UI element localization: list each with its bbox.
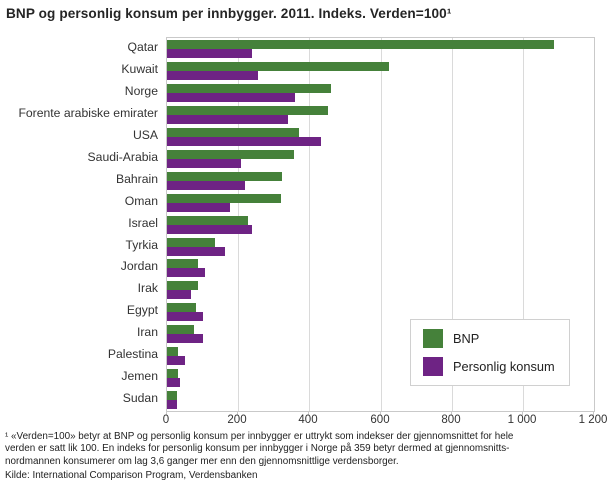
bar-personlig-konsum-usa <box>167 136 322 146</box>
category-label-tyrkia: Tyrkia <box>125 237 158 252</box>
bar-personlig-konsum-irak <box>167 290 191 300</box>
x-axis-tick <box>593 411 594 415</box>
x-axis-tick <box>380 411 381 415</box>
x-axis-tick-label: 800 <box>441 414 461 426</box>
legend-item-bnp[interactable]: BNP <box>423 329 555 348</box>
bar-bnp-bahrain <box>167 171 282 181</box>
legend-label-personlig-konsum: Personlig konsum <box>453 359 555 374</box>
gridline <box>523 38 524 411</box>
category-label-jordan: Jordan <box>120 259 158 274</box>
category-label-kuwait: Kuwait <box>121 61 158 76</box>
x-axis-tick <box>308 411 309 415</box>
bar-bnp-usa <box>167 127 299 137</box>
category-label-irak: Irak <box>137 281 158 296</box>
bar-personlig-konsum-bahrain <box>167 180 245 190</box>
footnote-line: verden er satt lik 100. En indeks for pe… <box>5 443 510 455</box>
bar-bnp-jemen <box>167 369 178 379</box>
bar-personlig-konsum-forente-arabiske-emirater <box>167 114 289 124</box>
footnote-line: nordmannen konsumerer om lag 3,6 ganger … <box>5 455 399 467</box>
category-label-qatar: Qatar <box>127 40 158 54</box>
bar-personlig-konsum-oman <box>167 202 231 212</box>
bar-bnp-jordan <box>167 259 199 269</box>
category-label-oman: Oman <box>124 193 158 208</box>
bar-personlig-konsum-jordan <box>167 268 206 278</box>
bar-bnp-egypt <box>167 303 196 313</box>
bar-personlig-konsum-kuwait <box>167 70 259 80</box>
category-label-norge: Norge <box>124 83 158 98</box>
category-label-usa: USA <box>132 127 158 142</box>
bar-bnp-qatar <box>167 40 555 49</box>
bar-bnp-norge <box>167 83 331 93</box>
x-axis-tick-label: 1 000 <box>507 414 537 426</box>
bar-personlig-konsum-palestina <box>167 356 186 366</box>
category-label-palestina: Palestina <box>107 347 158 362</box>
gridline <box>381 38 382 411</box>
bar-personlig-konsum-norge <box>167 92 295 102</box>
bar-bnp-tyrkia <box>167 237 215 247</box>
bar-personlig-konsum-jemen <box>167 378 181 388</box>
bar-personlig-konsum-tyrkia <box>167 246 225 256</box>
x-axis-tick <box>451 411 452 415</box>
bar-bnp-saudi-arabia <box>167 149 295 159</box>
legend-item-personlig-konsum[interactable]: Personlig konsum <box>423 357 555 376</box>
bar-bnp-sudan <box>167 391 178 401</box>
x-axis-tick <box>237 411 238 415</box>
bar-personlig-konsum-sudan <box>167 400 177 410</box>
bar-personlig-konsum-qatar <box>167 49 252 58</box>
x-axis-tick-label: 0 <box>162 414 170 426</box>
source-line: Kilde: International Comparison Program,… <box>5 470 258 481</box>
x-axis-tick-label: 200 <box>227 414 247 426</box>
category-label-egypt: Egypt <box>126 303 158 318</box>
gridline <box>452 38 453 411</box>
bar-bnp-palestina <box>167 347 178 357</box>
bar-personlig-konsum-israel <box>167 224 252 234</box>
footnote: ¹ «Verden=100» betyr at BNP og personlig… <box>5 431 607 468</box>
legend: BNP Personlig konsum <box>410 319 570 386</box>
x-axis-tick-label: 600 <box>370 414 390 426</box>
category-label-saudi-arabia: Saudi-Arabia <box>87 149 158 164</box>
bar-bnp-oman <box>167 193 281 203</box>
legend-label-bnp: BNP <box>453 331 480 346</box>
bar-bnp-israel <box>167 215 248 225</box>
chart-title: BNP og personlig konsum per innbygger. 2… <box>6 6 452 21</box>
footnote-line: ¹ «Verden=100» betyr at BNP og personlig… <box>5 431 514 442</box>
x-axis-tick-label: 400 <box>298 414 318 426</box>
bar-bnp-forente-arabiske-emirater <box>167 105 329 115</box>
category-label-israel: Israel <box>128 215 158 230</box>
x-axis-tick-label: 1 200 <box>578 414 608 426</box>
x-axis-tick <box>522 411 523 415</box>
category-label-iran: Iran <box>136 325 158 340</box>
x-axis-tick <box>166 411 167 415</box>
gridline <box>309 38 310 411</box>
bar-personlig-konsum-egypt <box>167 312 203 322</box>
personlig-konsum-color-swatch <box>423 357 443 376</box>
bar-bnp-iran <box>167 325 194 335</box>
category-label-bahrain: Bahrain <box>115 171 158 186</box>
bar-bnp-kuwait <box>167 61 390 71</box>
category-label-forente-arabiske-emirater: Forente arabiske emirater <box>18 105 158 120</box>
plot-area <box>166 37 595 412</box>
bnp-color-swatch <box>423 329 443 348</box>
bar-bnp-irak <box>167 281 198 291</box>
bar-personlig-konsum-saudi-arabia <box>167 158 241 168</box>
bar-personlig-konsum-iran <box>167 334 203 344</box>
category-label-jemen: Jemen <box>121 369 158 384</box>
category-label-sudan: Sudan <box>122 391 158 406</box>
